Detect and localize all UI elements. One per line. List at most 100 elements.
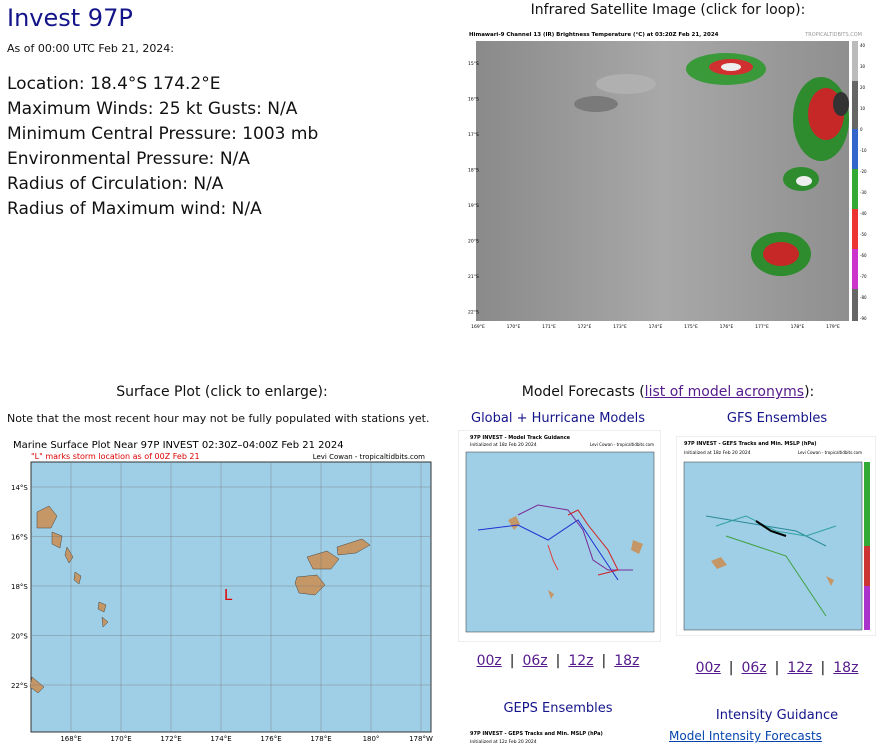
- lat-label: 20°S: [11, 633, 28, 641]
- colorbar-label: 40: [860, 43, 866, 48]
- run-link[interactable]: 18z: [614, 653, 640, 669]
- global-img-init: Initialized at 18z Feb 20 2024: [470, 442, 537, 448]
- global-links: 00z | 06z | 12z | 18z: [477, 653, 640, 669]
- separator: |: [601, 653, 607, 669]
- separator: |: [774, 660, 780, 676]
- lon-label: 176°E: [260, 735, 281, 743]
- lon-label: 169°E: [471, 324, 485, 330]
- lat-label: 16°S: [468, 97, 479, 103]
- lon-label: 170°E: [507, 324, 521, 330]
- colorbar-label: -90: [860, 316, 867, 321]
- sfc-subtitle: "L" marks storm location as of 00Z Feb 2…: [31, 452, 200, 461]
- storm-title: Invest 97P: [7, 4, 133, 32]
- lon-label: 178°W: [409, 735, 433, 743]
- lon-label: 171°E: [542, 324, 556, 330]
- colorbar-label: -50: [860, 232, 867, 237]
- colorbar-label: 0: [860, 127, 863, 132]
- colorbar-label: -40: [860, 211, 867, 216]
- run-link[interactable]: 18z: [833, 660, 859, 676]
- gefs-img-title: 97P INVEST - GEFS Tracks and Min. MSLP (…: [684, 441, 817, 447]
- lat-label: 20°S: [468, 239, 479, 245]
- gefs-img-credit: Levi Cowan - tropicaltidbits.com: [798, 450, 862, 455]
- gefs-title: GFS Ensembles: [726, 411, 828, 426]
- lat-label: 21°S: [468, 274, 479, 280]
- lon-label: 175°E: [684, 324, 698, 330]
- acronyms-link[interactable]: list of model acronyms: [644, 384, 805, 400]
- sfc-image-title: Marine Surface Plot Near 97P INVEST 02:3…: [13, 440, 344, 451]
- lon-label: 168°E: [60, 735, 81, 743]
- lat-label: 22°S: [11, 682, 28, 690]
- lon-label: 176°E: [720, 324, 734, 330]
- lon-label: 174°E: [649, 324, 663, 330]
- as-of: As of 00:00 UTC Feb 21, 2024:: [7, 42, 175, 55]
- lon-label: 174°E: [210, 735, 231, 743]
- lon-label: 172°E: [160, 735, 181, 743]
- models-heading: Model Forecasts (list of model acronyms)…: [522, 384, 815, 400]
- separator: |: [820, 660, 826, 676]
- run-link[interactable]: 12z: [787, 660, 813, 676]
- lat-label: 14°S: [11, 484, 28, 492]
- run-link[interactable]: 00z: [476, 653, 502, 669]
- sat-image-title: Himawari-9 Channel 13 (IR) Brightness Te…: [469, 32, 719, 38]
- info-line: Location: 18.4°S 174.2°E: [7, 74, 221, 94]
- lat-label: 18°S: [468, 168, 479, 174]
- lon-label: 180°: [363, 735, 380, 743]
- gefs-image[interactable]: 97P INVEST - GEFS Tracks and Min. MSLP (…: [676, 436, 876, 636]
- colorbar-label: 20: [860, 85, 866, 90]
- surface-heading: Surface Plot (click to enlarge):: [116, 384, 328, 400]
- lat-label: 17°S: [468, 132, 479, 138]
- lon-label: 179°E: [826, 324, 840, 330]
- separator: |: [728, 660, 734, 676]
- global-img-title: 97P INVEST - Model Track Guidance: [470, 435, 571, 441]
- global-img-credit: Levi Cowan - tropicaltidbits.com: [590, 442, 654, 447]
- colorbar-label: 10: [860, 106, 866, 111]
- colorbar-label: -30: [860, 190, 867, 195]
- separator: |: [509, 653, 515, 669]
- run-link[interactable]: 06z: [741, 660, 767, 676]
- lat-label: 22°S: [468, 310, 479, 316]
- geps-title: GEPS Ensembles: [503, 701, 613, 716]
- info-line: Radius of Maximum wind: N/A: [7, 199, 262, 219]
- geps-image[interactable]: 97P INVEST - GEPS Tracks and Min. MSLP (…: [466, 727, 666, 747]
- surface-note: Note that the most recent hour may not b…: [7, 412, 430, 425]
- gefs-img-init: Initialized at 18z Feb 20 2024: [684, 450, 751, 456]
- info-line: Maximum Winds: 25 kt Gusts: N/A: [7, 99, 298, 119]
- lat-label: 19°S: [468, 203, 479, 209]
- satellite-heading: Infrared Satellite Image (click for loop…: [530, 2, 806, 18]
- colorbar-label: 30: [860, 64, 866, 69]
- lat-label: 15°S: [468, 61, 479, 67]
- colorbar-label: -10: [860, 148, 867, 153]
- colorbar-label: -60: [860, 253, 867, 258]
- run-link[interactable]: 12z: [568, 653, 594, 669]
- geps-img-init: Initialized at 12z Feb 20 2024: [470, 739, 537, 745]
- lon-label: 170°E: [110, 735, 131, 743]
- global-image[interactable]: 97P INVEST - Model Track Guidance Initia…: [458, 430, 661, 642]
- lon-label: 177°E: [755, 324, 769, 330]
- lat-label: 18°S: [11, 583, 28, 591]
- info-line: Radius of Circulation: N/A: [7, 174, 224, 194]
- lon-label: 173°E: [613, 324, 627, 330]
- lon-label: 178°E: [310, 735, 331, 743]
- lon-label: 172°E: [578, 324, 592, 330]
- intensity-link[interactable]: Model Intensity Forecasts: [669, 729, 822, 743]
- sfc-credit: Levi Cowan - tropicaltidbits.com: [313, 453, 425, 461]
- colorbar-label: -20: [860, 169, 867, 174]
- info-line: Environmental Pressure: N/A: [7, 149, 250, 169]
- storm-marker: L: [224, 586, 233, 604]
- heading-end: ):: [804, 384, 815, 400]
- global-title: Global + Hurricane Models: [470, 411, 646, 426]
- colorbar-label: -80: [860, 295, 867, 300]
- run-link[interactable]: 00z: [695, 660, 721, 676]
- info-line: Minimum Central Pressure: 1003 mb: [7, 124, 319, 144]
- run-link[interactable]: 06z: [522, 653, 548, 669]
- satellite-image[interactable]: Himawari-9 Channel 13 (IR) Brightness Te…: [466, 29, 868, 333]
- lon-label: 178°E: [791, 324, 805, 330]
- heading-text: Model Forecasts (: [521, 384, 645, 400]
- separator: |: [555, 653, 561, 669]
- geps-img-title: 97P INVEST - GEPS Tracks and Min. MSLP (…: [470, 731, 603, 737]
- intensity-title: Intensity Guidance: [715, 708, 839, 723]
- surface-image[interactable]: Marine Surface Plot Near 97P INVEST 02:3…: [7, 432, 437, 747]
- gefs-links: 00z | 06z | 12z | 18z: [696, 660, 859, 676]
- sat-credit: TROPICALTIDBITS.COM: [804, 32, 862, 38]
